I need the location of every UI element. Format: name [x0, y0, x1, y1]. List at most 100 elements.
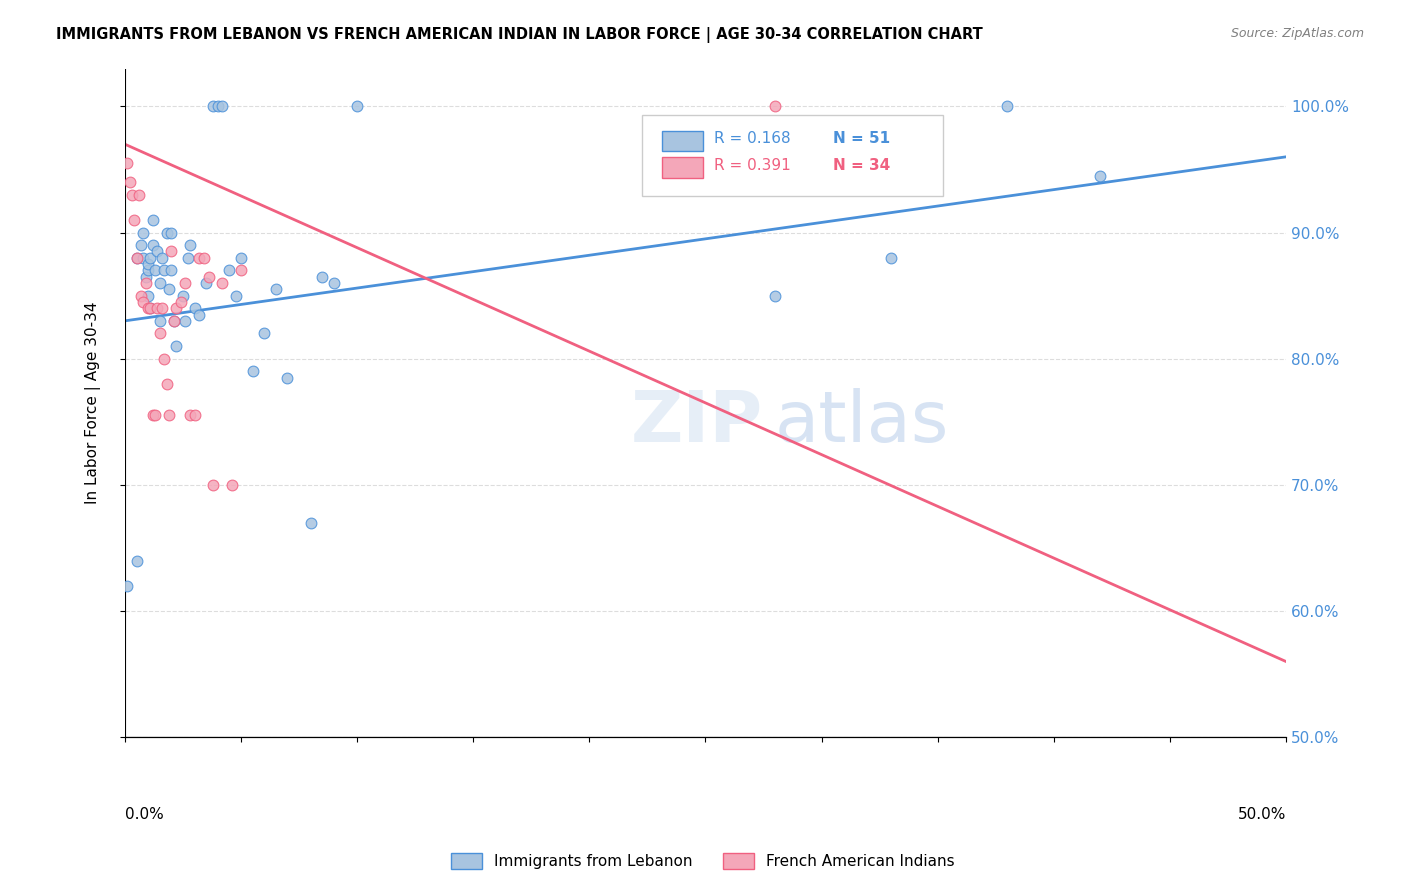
Point — [132, 294, 155, 309]
Text: IMMIGRANTS FROM LEBANON VS FRENCH AMERICAN INDIAN IN LABOR FORCE | AGE 30-34 COR: IMMIGRANTS FROM LEBANON VS FRENCH AMERIC… — [56, 27, 983, 43]
Point — [163, 314, 186, 328]
Point — [188, 251, 211, 265]
Point — [193, 251, 215, 265]
Point — [202, 99, 225, 113]
Point — [122, 213, 145, 227]
Point — [221, 478, 243, 492]
Point — [229, 251, 252, 265]
Point — [156, 376, 179, 391]
Point — [176, 251, 198, 265]
FancyBboxPatch shape — [662, 158, 703, 178]
Point — [125, 251, 148, 265]
Point — [146, 301, 169, 316]
Point — [1088, 169, 1111, 183]
Point — [146, 244, 169, 259]
Point — [763, 288, 786, 302]
Point — [174, 276, 197, 290]
Point — [211, 276, 233, 290]
Point — [142, 213, 165, 227]
Point — [179, 238, 201, 252]
Point — [253, 326, 276, 341]
Point — [183, 301, 205, 316]
Point — [136, 257, 159, 271]
Text: R = 0.391: R = 0.391 — [714, 158, 790, 173]
Point — [995, 99, 1018, 113]
Point — [135, 276, 157, 290]
Text: 50.0%: 50.0% — [1237, 806, 1286, 822]
Point — [188, 308, 211, 322]
Point — [121, 187, 143, 202]
Point — [136, 288, 159, 302]
Point — [165, 301, 187, 316]
Point — [763, 99, 786, 113]
Point — [150, 251, 173, 265]
Point — [322, 276, 344, 290]
Point — [135, 269, 157, 284]
Point — [183, 409, 205, 423]
Point — [299, 516, 322, 530]
FancyBboxPatch shape — [641, 115, 943, 195]
Text: 0.0%: 0.0% — [125, 806, 163, 822]
Point — [136, 263, 159, 277]
Point — [125, 251, 148, 265]
Point — [128, 187, 150, 202]
Point — [880, 251, 903, 265]
Point — [149, 314, 172, 328]
Point — [157, 282, 180, 296]
Point — [150, 301, 173, 316]
Text: R = 0.168: R = 0.168 — [714, 131, 790, 146]
Point — [225, 288, 247, 302]
Point — [160, 244, 183, 259]
Point — [195, 276, 218, 290]
Text: ZIP: ZIP — [631, 388, 763, 458]
Point — [129, 238, 152, 252]
Text: Source: ZipAtlas.com: Source: ZipAtlas.com — [1230, 27, 1364, 40]
Point — [163, 314, 186, 328]
Text: N = 51: N = 51 — [834, 131, 890, 146]
Point — [132, 226, 155, 240]
Point — [125, 553, 148, 567]
Point — [179, 409, 201, 423]
Point — [115, 156, 138, 170]
Point — [136, 301, 159, 316]
Point — [149, 276, 172, 290]
Point — [129, 288, 152, 302]
Point — [174, 314, 197, 328]
Point — [172, 288, 194, 302]
Point — [160, 226, 183, 240]
Point — [139, 301, 162, 316]
Y-axis label: In Labor Force | Age 30-34: In Labor Force | Age 30-34 — [86, 301, 101, 504]
Point — [169, 294, 191, 309]
Point — [211, 99, 233, 113]
Point — [142, 238, 165, 252]
Point — [142, 409, 165, 423]
Text: N = 34: N = 34 — [834, 158, 890, 173]
Point — [207, 99, 229, 113]
Point — [149, 326, 172, 341]
Point — [118, 175, 141, 189]
Point — [143, 409, 166, 423]
Point — [139, 251, 162, 265]
Point — [346, 99, 368, 113]
Point — [202, 478, 225, 492]
Point — [160, 263, 183, 277]
Text: atlas: atlas — [775, 388, 949, 458]
Point — [115, 579, 138, 593]
Point — [153, 263, 176, 277]
Point — [264, 282, 287, 296]
FancyBboxPatch shape — [662, 131, 703, 151]
Point — [132, 251, 155, 265]
Point — [197, 269, 219, 284]
Point — [242, 364, 264, 378]
Point — [165, 339, 187, 353]
Point — [311, 269, 333, 284]
Point — [229, 263, 252, 277]
Point — [153, 351, 176, 366]
Point — [143, 263, 166, 277]
Point — [139, 301, 162, 316]
Point — [156, 226, 179, 240]
Point — [157, 409, 180, 423]
Point — [218, 263, 240, 277]
Legend: Immigrants from Lebanon, French American Indians: Immigrants from Lebanon, French American… — [446, 847, 960, 875]
Point — [276, 370, 298, 384]
